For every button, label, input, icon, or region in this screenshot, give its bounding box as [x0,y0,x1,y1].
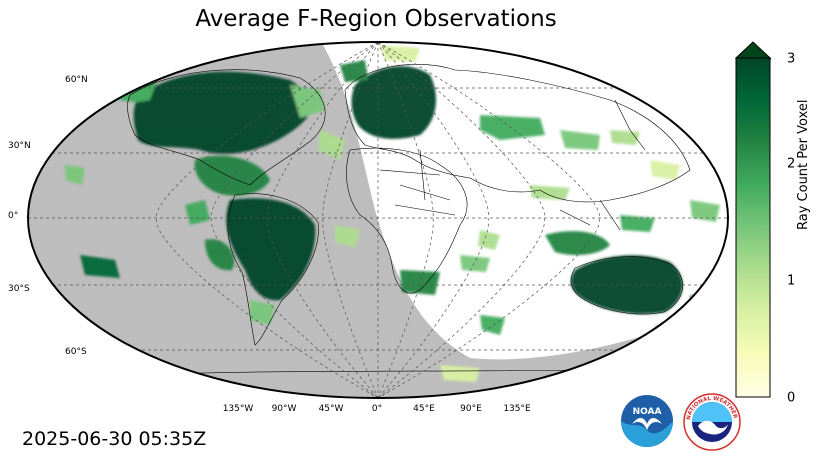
lon-label-45e: 45°E [413,404,435,414]
lon-label-90e: 90°E [460,404,482,414]
timestamp: 2025-06-30 05:35Z [22,428,207,450]
colorbar [735,41,771,398]
lon-label-135e: 135°E [503,404,531,414]
graticule [28,42,728,398]
colorbar-label: Ray Count Per Voxel [796,99,811,230]
lat-label-eq: 0° [8,211,19,221]
lon-label-45w: 45°W [318,404,344,414]
lon-label-0: 0° [371,404,383,414]
colorbar-tick-3: 3 [787,51,796,67]
lat-label-60s: 60°S [65,347,87,357]
noaa-logo: NOAA [621,395,673,447]
lat-label-30n: 30°N [8,141,31,151]
colorbar-tick-0: 0 [787,390,796,406]
map-title: Average F-Region Observations [195,6,557,32]
noaa-logo-text: NOAA [633,407,662,417]
colorbar-tick-2: 2 [787,156,796,172]
lat-label-60n: 60°N [65,75,88,85]
lat-label-30s: 30°S [8,284,30,294]
lon-label-135w: 135°W [222,404,254,414]
globe-outline [26,40,730,400]
colorbar-extend-arrow [735,41,771,59]
colorbar-tick-1: 1 [787,273,796,289]
lon-label-90w: 90°W [271,404,297,414]
nws-logo: NATIONAL WEATHER SERVICE [682,392,741,451]
colorbar-body [735,57,771,398]
